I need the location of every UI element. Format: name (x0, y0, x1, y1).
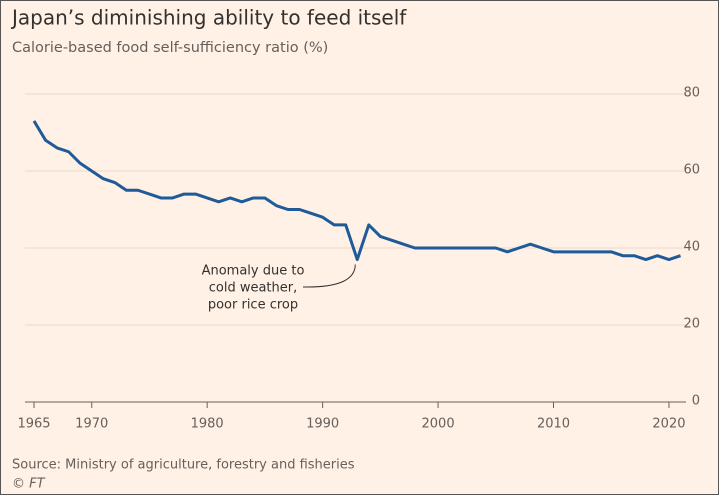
y-tick-label: 80 (683, 86, 700, 101)
x-tick-label: 1965 (17, 417, 50, 432)
y-tick-label: 40 (683, 240, 700, 255)
chart-title: Japan’s diminishing ability to feed itse… (10, 6, 407, 30)
x-tick-label: 2000 (422, 417, 455, 432)
line (32, 120, 681, 262)
annotation-text: poor rice crop (208, 298, 298, 313)
y-tick-label: 60 (683, 163, 700, 178)
x-tick-label: 1990 (306, 417, 339, 432)
annotation-connector (302, 264, 356, 288)
x-tick-label: 1980 (191, 417, 224, 432)
y-tick-label: 0 (692, 394, 700, 409)
y-tick-label: 20 (683, 317, 700, 332)
source: Source: Ministry of agriculture, forestr… (12, 458, 355, 473)
credit: © FT (12, 477, 46, 492)
x-tick-label: 1970 (75, 417, 108, 432)
annotation-text: Anomaly due to (202, 264, 305, 279)
x-tick-label: 2020 (652, 417, 685, 432)
annotation-text: cold weather, (209, 281, 298, 296)
x-tick-label: 2010 (537, 417, 570, 432)
chart-subtitle: Calorie-based food self-sufficiency rati… (12, 40, 328, 56)
